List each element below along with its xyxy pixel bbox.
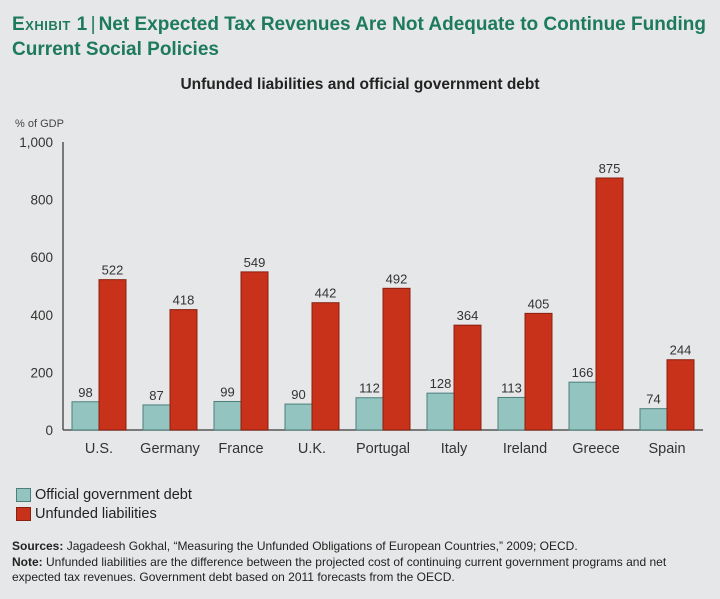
data-label-official_debt: 90 <box>291 387 305 402</box>
bar-unfunded <box>666 359 695 431</box>
data-label-unfunded: 875 <box>599 161 621 176</box>
footer-notes: Sources: Jagadeesh Gokhal, “Measuring th… <box>12 539 712 586</box>
bar-chart: 0 200 400 600 800 1,000 98 522 U.S. 87 418 Germany 9… <box>19 135 703 457</box>
data-label-unfunded: 418 <box>173 293 195 308</box>
legend-label-unfunded: Unfunded liabilities <box>35 505 157 522</box>
bar-official_debt <box>426 392 455 431</box>
data-label-unfunded: 442 <box>315 286 337 301</box>
legend: Official government debt Unfunded liabil… <box>16 485 192 523</box>
note-label: Note: <box>12 554 43 569</box>
exhibit-number: Exhibit 1 <box>12 14 88 35</box>
note-line: Note: Unfunded liabilities are the diffe… <box>12 555 712 586</box>
x-tick-label: France <box>218 441 263 457</box>
data-label-official_debt: 74 <box>646 392 660 407</box>
y-tick-label: 400 <box>30 308 53 323</box>
data-label-official_debt: 99 <box>220 384 234 399</box>
y-tick-label: 1,000 <box>19 135 53 150</box>
bar-official_debt <box>71 401 100 431</box>
data-label-unfunded: 492 <box>386 271 408 286</box>
legend-swatch-official-debt <box>16 487 31 502</box>
legend-item-official-debt: Official government debt <box>16 485 192 504</box>
exhibit-title: Exhibit 1 | Net Expected Tax Revenues Are … <box>12 12 712 62</box>
x-tick-label: U.S. <box>85 441 113 457</box>
legend-item-unfunded: Unfunded liabilities <box>16 504 192 523</box>
bar-unfunded <box>453 324 482 431</box>
bar-unfunded <box>98 279 127 431</box>
y-tick-label: 200 <box>30 365 53 380</box>
x-tick-label: Spain <box>648 441 685 457</box>
y-axis-label: % of GDP <box>15 118 64 130</box>
data-label-unfunded: 364 <box>457 308 479 323</box>
bar-official_debt <box>213 400 242 431</box>
data-label-unfunded: 244 <box>670 343 692 358</box>
bar-official_debt <box>284 403 313 431</box>
y-tick-label: 600 <box>30 250 53 265</box>
bar-official_debt <box>142 404 171 431</box>
sources-text: Jagadeesh Gokhal, “Measuring the Unfunde… <box>66 539 578 553</box>
sources-label: Sources: <box>12 539 64 553</box>
bar-unfunded <box>524 312 553 431</box>
bar-unfunded <box>595 177 624 431</box>
data-label-official_debt: 166 <box>572 365 594 380</box>
data-label-official_debt: 87 <box>149 388 163 403</box>
data-label-official_debt: 112 <box>359 381 380 396</box>
x-tick-label: Greece <box>572 441 620 457</box>
bar-official_debt <box>639 408 668 431</box>
x-tick-label: Germany <box>140 441 200 457</box>
y-tick-label: 800 <box>30 193 53 208</box>
x-tick-label: Portugal <box>356 441 410 457</box>
data-label-official_debt: 113 <box>501 380 522 395</box>
x-tick-label: U.K. <box>298 441 326 457</box>
data-label-official_debt: 128 <box>430 376 452 391</box>
data-label-unfunded: 405 <box>528 296 550 311</box>
note-text: Unfunded liabilities are the difference … <box>12 554 667 585</box>
chart-title: Unfunded liabilities and official govern… <box>180 76 540 93</box>
data-label-unfunded: 549 <box>244 255 266 270</box>
bar-unfunded <box>169 309 198 431</box>
x-tick-label: Ireland <box>503 441 547 457</box>
bar-official_debt <box>497 396 526 431</box>
bar-unfunded <box>311 302 340 431</box>
title-separator: | <box>90 14 96 35</box>
data-label-unfunded: 522 <box>102 263 124 278</box>
legend-swatch-unfunded <box>16 506 31 521</box>
sources-line: Sources: Jagadeesh Gokhal, “Measuring th… <box>12 539 712 555</box>
x-tick-label: Italy <box>441 441 468 457</box>
exhibit-title-text: Net Expected Tax Revenues Are Not Adequa… <box>12 14 706 60</box>
data-label-official_debt: 98 <box>78 385 92 400</box>
bar-unfunded <box>382 287 411 431</box>
legend-label-official-debt: Official government debt <box>35 486 192 503</box>
bar-unfunded <box>240 271 269 431</box>
bar-official_debt <box>568 381 597 431</box>
y-tick-label: 0 <box>45 423 53 438</box>
bar-official_debt <box>355 397 384 431</box>
